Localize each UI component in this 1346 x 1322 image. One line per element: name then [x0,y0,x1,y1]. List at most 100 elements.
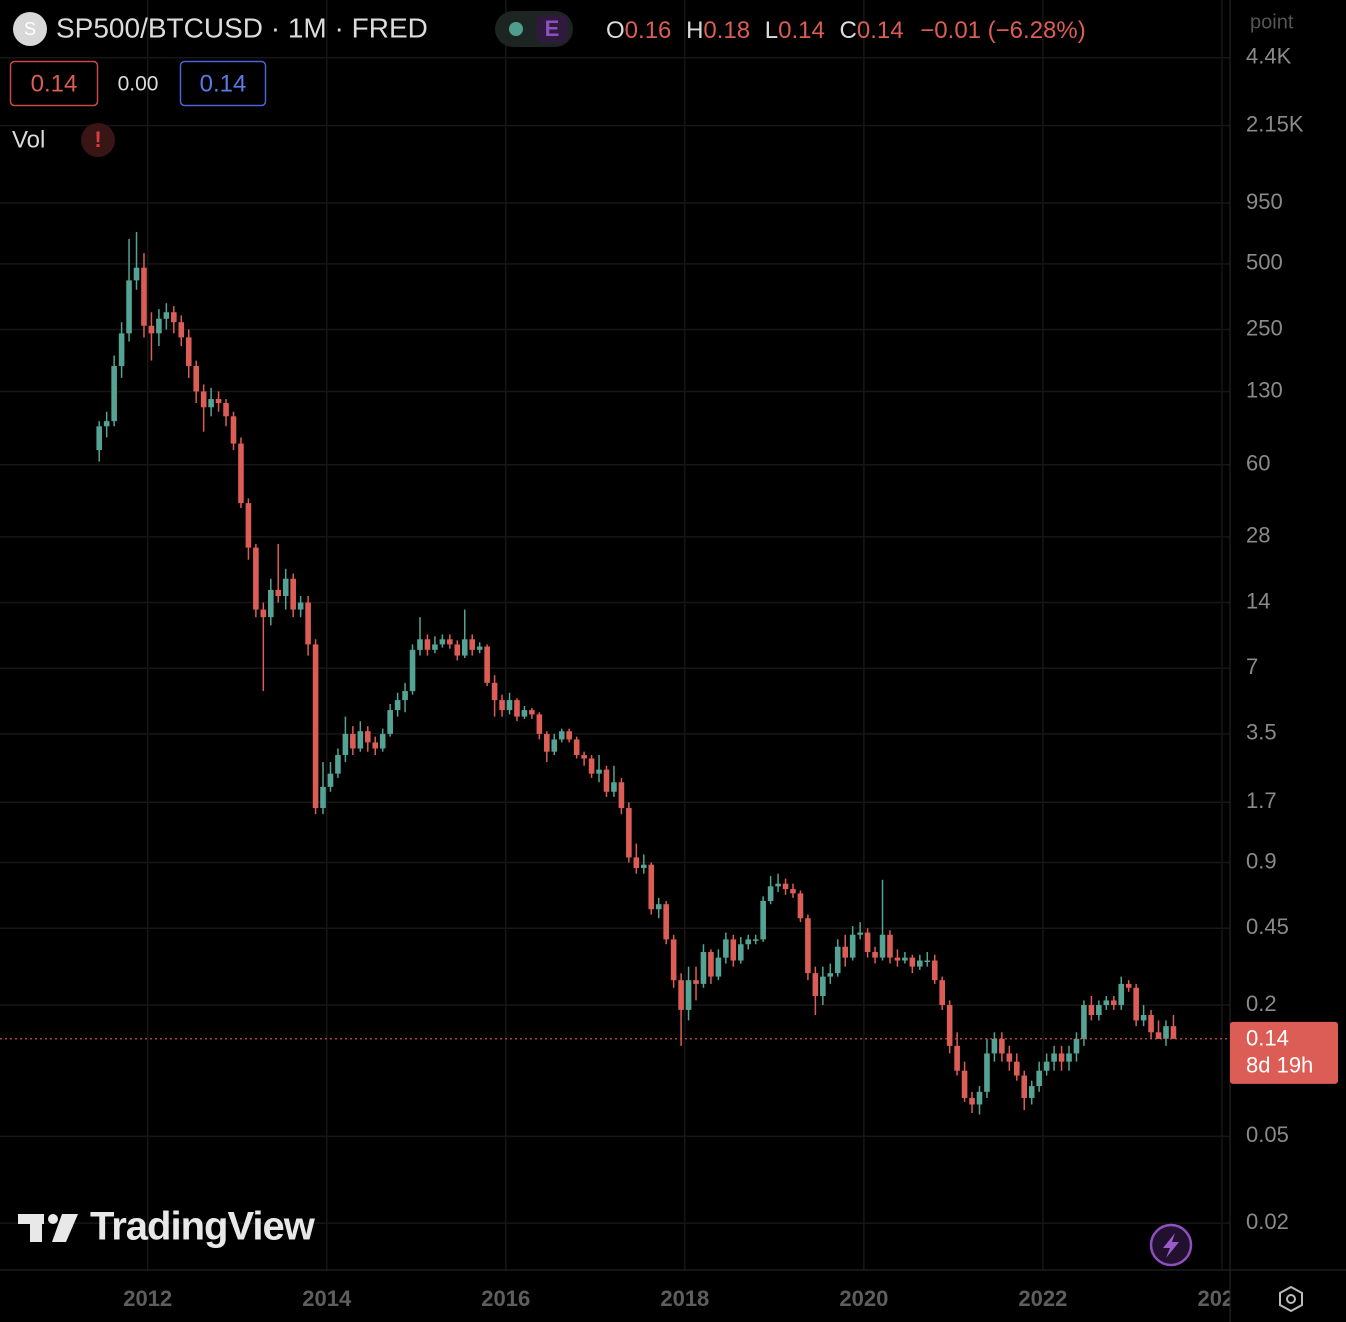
candle-body [230,416,237,444]
bid: 0.14 [31,70,78,97]
candle-body [379,733,386,749]
candle-body [1021,1075,1028,1098]
candle-body [820,976,826,997]
x-axis: 2012 2014 2016 2018 2020 2022 2024 [123,1286,1247,1311]
candle-body [812,973,819,997]
bid-box[interactable] [9,60,99,107]
candle-body [566,731,572,740]
y-tick-label: 3.5 [1246,720,1277,745]
candle-body [364,731,371,743]
candle-body [782,883,789,890]
candle-body [715,957,722,977]
logo-mark [52,1214,78,1242]
symbol-title[interactable]: SP500/BTCUSD · 1M · FRED [56,12,428,43]
candles [96,231,1177,1115]
spread: 0.00 [118,73,159,96]
candle-body [857,932,863,935]
logo [18,1214,78,1242]
volume-label[interactable]: Vol [12,126,45,153]
candle-body [984,1053,990,1092]
candle-body [424,639,431,650]
x-tick-label: 2020 [839,1286,888,1311]
candle-body [887,934,893,958]
candle-body [454,644,461,656]
candle-body [1028,1086,1035,1098]
candle-body [1058,1053,1065,1062]
candle-body [752,939,759,941]
ask-box[interactable] [179,60,267,107]
settings-icon[interactable] [1279,1285,1303,1313]
candle-body [573,739,580,756]
candle-body [1051,1053,1057,1062]
y-tick-label: 250 [1246,315,1283,340]
volume-alert[interactable] [81,123,115,157]
candle-body [670,939,677,981]
candle-body [655,904,662,910]
candle-body [327,773,334,787]
y-tick-label: 130 [1246,377,1283,402]
candle-body [700,952,707,984]
logo-mark [48,1214,58,1224]
candle-body [96,426,103,451]
candle-body [872,952,878,958]
symbol-icon[interactable] [13,12,47,46]
countdown: 8d 19h [1246,1053,1313,1078]
y-tick-label: 7 [1246,654,1258,679]
candle-body [745,939,752,945]
candle-body [156,318,162,334]
candle-body [618,782,625,809]
axis-unit: point [1250,11,1294,33]
y-tick-label: 2.15K [1246,111,1304,136]
settings-icon [1286,1294,1296,1304]
candle-body [1155,1032,1162,1039]
candle-body [685,980,692,1010]
high-value: 0.18 [703,17,750,44]
candle-body [260,609,267,618]
candle-body [275,589,282,597]
y-tick-label: 950 [1246,189,1283,214]
candle-body [1170,1026,1177,1039]
symbol-icon-text: S [24,19,36,39]
x-tick-label: 2024 [1197,1286,1247,1311]
candle-body [909,957,916,967]
candle-body [991,1038,998,1054]
candle-body [297,602,304,610]
candle-body [1103,1000,1110,1006]
price-label: 0.14 [1246,1026,1289,1051]
candle-body [842,946,849,958]
candle-body [171,312,177,323]
candle-body [849,934,856,958]
candle-body [894,957,901,961]
logo-text: TradingView [90,1205,316,1249]
candle-body [506,700,513,711]
candle-body [939,980,945,1006]
candle-body [200,391,207,408]
candle-body [267,589,274,618]
candle-body [1118,983,1125,1006]
candle-body [253,547,259,610]
candle-body [417,639,423,650]
candle-body [215,399,222,404]
x-tick-label: 2012 [123,1286,172,1311]
high-label: H [686,17,703,44]
candle-body [469,639,476,650]
candle-body [581,755,587,759]
candle-body [797,893,804,919]
candle-body [827,973,834,977]
candle-body [320,786,326,809]
candle-body [402,691,408,701]
candle-body [409,649,416,692]
candle-body [1140,1015,1147,1021]
candle-body [969,1097,975,1105]
candle-body [141,267,147,326]
y-tick-label: 0.2 [1246,991,1277,1016]
candle-body [178,322,185,338]
market-status [509,22,523,36]
candle-body [864,932,871,953]
candle-body [148,325,155,334]
candle-body [603,769,610,792]
candle-body [708,952,714,977]
candle-body [238,443,244,504]
